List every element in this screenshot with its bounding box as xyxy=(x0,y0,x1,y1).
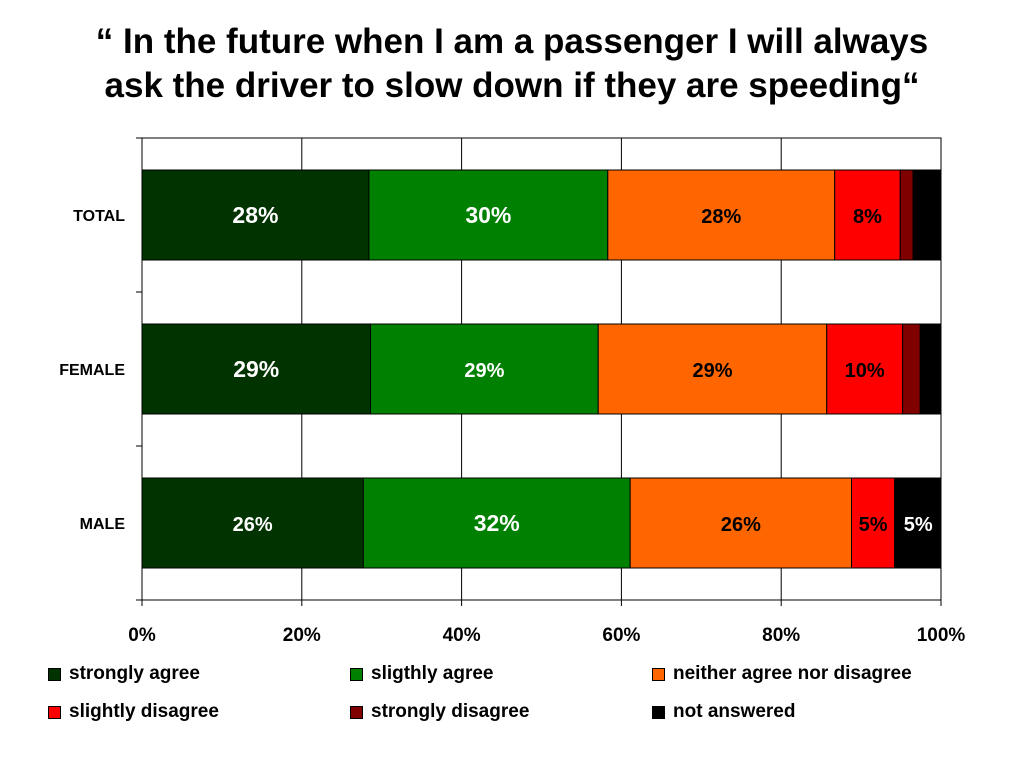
legend-item: strongly agree xyxy=(48,663,350,684)
x-tick-label: 40% xyxy=(443,625,481,646)
data-label: 26% xyxy=(233,514,273,536)
legend-item: slightly disagree xyxy=(48,701,350,722)
chart-title: “ In the future when I am a passenger I … xyxy=(0,20,1024,108)
legend-swatch xyxy=(48,667,61,681)
data-label: 29% xyxy=(692,360,732,382)
data-label: 8% xyxy=(853,206,882,228)
legend-item: not answered xyxy=(652,701,1008,722)
bar-segment xyxy=(368,169,609,261)
chart-title-line-2: ask the driver to slow down if they are … xyxy=(104,66,920,105)
bar-segment xyxy=(826,323,904,415)
bar-segment xyxy=(370,323,599,415)
bar-segment xyxy=(362,477,631,569)
legend-swatch xyxy=(350,705,363,719)
bar-segment xyxy=(912,169,942,261)
y-category-label: FEMALE xyxy=(59,362,125,379)
data-label: 28% xyxy=(701,206,741,228)
chart-legend: strongly agree sligthly agree neither agre… xyxy=(48,663,1008,722)
legend-swatch xyxy=(652,667,665,681)
bar-segment xyxy=(607,169,836,261)
bar-segment xyxy=(141,323,372,415)
legend-label: strongly agree xyxy=(69,663,200,684)
y-category-label: MALE xyxy=(80,516,126,533)
data-label: 26% xyxy=(721,514,761,536)
bar-segment xyxy=(597,323,828,415)
data-label: 32% xyxy=(474,510,520,536)
data-label: 29% xyxy=(233,356,279,382)
bar-segment xyxy=(919,323,942,415)
data-label: 10% xyxy=(845,360,885,382)
bar-segment xyxy=(902,323,921,415)
x-tick-label: 0% xyxy=(128,625,156,646)
x-tick-label: 80% xyxy=(762,625,800,646)
data-label: 29% xyxy=(464,360,504,382)
y-category-label: TOTAL xyxy=(73,208,125,225)
chart-title-line-1: “ In the future when I am a passenger I … xyxy=(95,22,929,61)
bar-segment xyxy=(834,169,901,261)
legend-item: strongly disagree xyxy=(350,701,652,722)
bar-segment xyxy=(141,477,364,569)
legend-label: neither agree nor disagree xyxy=(673,663,912,684)
legend-item: sligthly agree xyxy=(350,663,652,684)
legend-swatch xyxy=(350,667,363,681)
legend-swatch xyxy=(48,705,61,719)
legend-label: slightly disagree xyxy=(69,701,219,722)
x-tick-label: 20% xyxy=(283,625,321,646)
bar-segment xyxy=(141,169,370,261)
bar-segment xyxy=(894,477,942,569)
legend-label: sligthly agree xyxy=(371,663,494,684)
data-label: 28% xyxy=(232,202,278,228)
data-label: 5% xyxy=(904,514,933,536)
data-label: 5% xyxy=(859,514,888,536)
x-tick-label: 100% xyxy=(917,625,966,646)
legend-label: strongly disagree xyxy=(371,701,530,722)
legend-label: not answered xyxy=(673,701,796,722)
data-label: 30% xyxy=(465,202,511,228)
x-tick-label: 60% xyxy=(602,625,640,646)
legend-swatch xyxy=(652,705,665,719)
bar-segment xyxy=(899,169,914,261)
stacked-bar-chart: 0% 20% 40% 60% 80% 100% TOTAL 28% 30% 28% 8% FEMALE… xyxy=(59,137,966,646)
legend-item: neither agree nor disagree xyxy=(652,663,1008,684)
